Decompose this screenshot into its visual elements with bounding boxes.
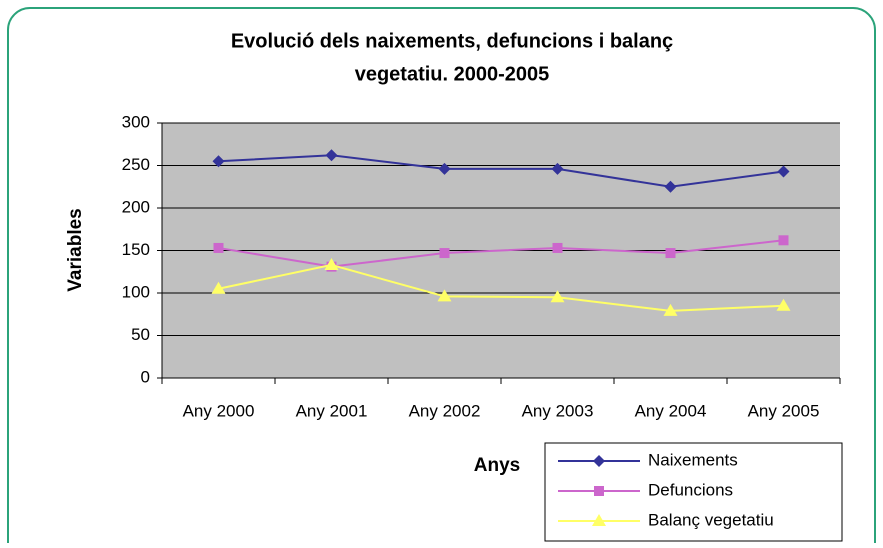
- marker: [438, 162, 451, 175]
- x-tick-label: Any 2002: [409, 401, 481, 420]
- legend-marker: [593, 455, 605, 467]
- marker: [325, 149, 338, 162]
- y-tick-label: 0: [141, 367, 150, 386]
- y-tick-label: 100: [122, 282, 150, 301]
- chart-subtitle: vegetatiu. 2000-2005: [355, 63, 550, 85]
- marker: [324, 257, 339, 270]
- marker: [778, 235, 789, 246]
- x-tick-label: Any 2001: [296, 401, 368, 420]
- legend-marker: [594, 486, 604, 496]
- legend-label: Defuncions: [648, 480, 733, 499]
- y-tick-label: 300: [122, 112, 150, 131]
- y-tick-label: 250: [122, 155, 150, 174]
- x-tick-label: Any 2003: [522, 401, 594, 420]
- marker: [551, 162, 564, 175]
- series-line: [218, 263, 784, 312]
- y-tick-label: 150: [122, 240, 150, 259]
- marker: [211, 281, 226, 294]
- marker: [550, 290, 565, 303]
- marker: [213, 242, 224, 253]
- x-tick-label: Any 2005: [748, 401, 820, 420]
- legend-marker: [592, 514, 606, 526]
- marker: [777, 165, 790, 178]
- x-axis-label: Anys: [474, 455, 520, 476]
- marker: [663, 303, 678, 316]
- series-line: [218, 154, 784, 188]
- marker: [212, 155, 225, 168]
- y-axis-label: Variables: [65, 208, 86, 291]
- marker: [439, 248, 450, 259]
- marker: [665, 248, 676, 259]
- x-tick-label: Any 2000: [183, 401, 255, 420]
- marker: [776, 298, 791, 311]
- y-tick-label: 50: [131, 325, 150, 344]
- legend-label: Naixements: [648, 450, 738, 469]
- marker: [437, 289, 452, 302]
- y-tick-label: 200: [122, 197, 150, 216]
- marker: [664, 180, 677, 193]
- chart-title: Evolució dels naixements, defuncions i b…: [231, 30, 673, 52]
- marker: [552, 242, 563, 253]
- legend-label: Balanç vegetatiu: [648, 510, 774, 529]
- series-line: [218, 239, 784, 268]
- x-tick-label: Any 2004: [635, 401, 707, 420]
